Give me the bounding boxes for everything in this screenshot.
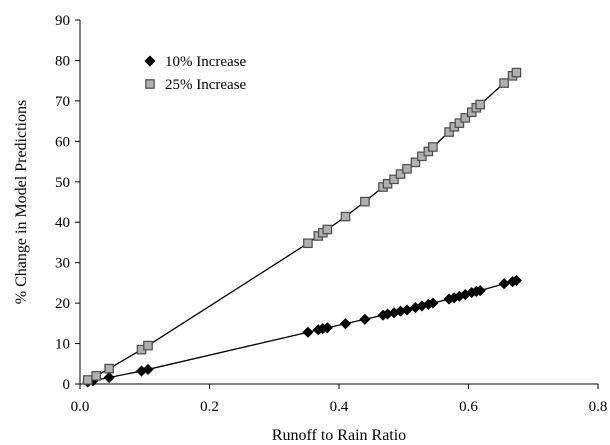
series-1-point (510, 274, 522, 287)
series-1-point (142, 363, 154, 376)
series-1-point (339, 318, 352, 330)
y-tick-label: 0 (63, 377, 71, 393)
y-tick-label: 30 (55, 256, 70, 272)
fitted-lines (87, 72, 517, 383)
series-2-point (104, 363, 114, 374)
series-2-point (428, 142, 438, 152)
legend-marker-1 (144, 55, 156, 67)
series-1-point (401, 304, 413, 316)
y-tick-label: 60 (55, 134, 70, 150)
x-tick-label: 0.8 (589, 399, 608, 415)
series-2-point (395, 169, 406, 179)
series-2-point (444, 127, 454, 137)
legend-label-1: 10% Increase (165, 54, 247, 70)
series-1-point (359, 313, 371, 325)
series-2-point (460, 113, 471, 123)
y-tick-label: 80 (55, 53, 70, 69)
y-axis-title: % Change in Model Predictions (13, 100, 30, 304)
series-1-point (321, 322, 333, 334)
x-tick-label: 0.4 (330, 399, 349, 415)
y-tick-label: 40 (55, 215, 70, 231)
x-axis-ticks: 0.0 0.2 0.4 0.6 0.8 (71, 384, 608, 415)
x-tick-label: 0.6 (459, 399, 478, 415)
series-1-point (302, 326, 314, 338)
series-2-point (389, 174, 399, 185)
y-tick-label: 50 (55, 175, 70, 191)
series-1-point (427, 297, 439, 309)
series-2-point (417, 151, 427, 162)
series-2-point (499, 78, 509, 88)
series-2-point (303, 238, 313, 249)
series-2-point (475, 99, 485, 110)
series-2-point (360, 196, 370, 207)
series-2-point (91, 371, 101, 381)
series-2-point (454, 118, 465, 128)
series-1-point (498, 278, 510, 290)
data-points (82, 67, 522, 388)
legend-label-2: 25% Increase (165, 77, 247, 93)
legend: 10% Increase 25% Increase (144, 54, 247, 93)
y-tick-label: 90 (55, 13, 70, 29)
x-tick-label: 0.0 (71, 399, 90, 415)
series-2-point (322, 224, 333, 235)
series-2-point (340, 211, 351, 222)
series-1-point (474, 285, 486, 297)
series-2-point (82, 375, 93, 385)
x-axis-title: Runoff to Rain Ratio (272, 427, 406, 444)
y-tick-label: 70 (55, 94, 70, 110)
series-1-point (103, 371, 115, 384)
legend-marker-2 (145, 79, 155, 89)
y-tick-label: 10 (55, 337, 70, 353)
series-2-point (410, 157, 421, 168)
x-tick-label: 0.2 (200, 399, 219, 415)
series-2-point (511, 67, 522, 78)
y-tick-label: 20 (55, 296, 70, 312)
series-2-point (402, 164, 412, 174)
series-2-point (143, 340, 153, 351)
y-axis-ticks: 0 10 20 30 40 50 60 70 80 90 (55, 13, 80, 393)
